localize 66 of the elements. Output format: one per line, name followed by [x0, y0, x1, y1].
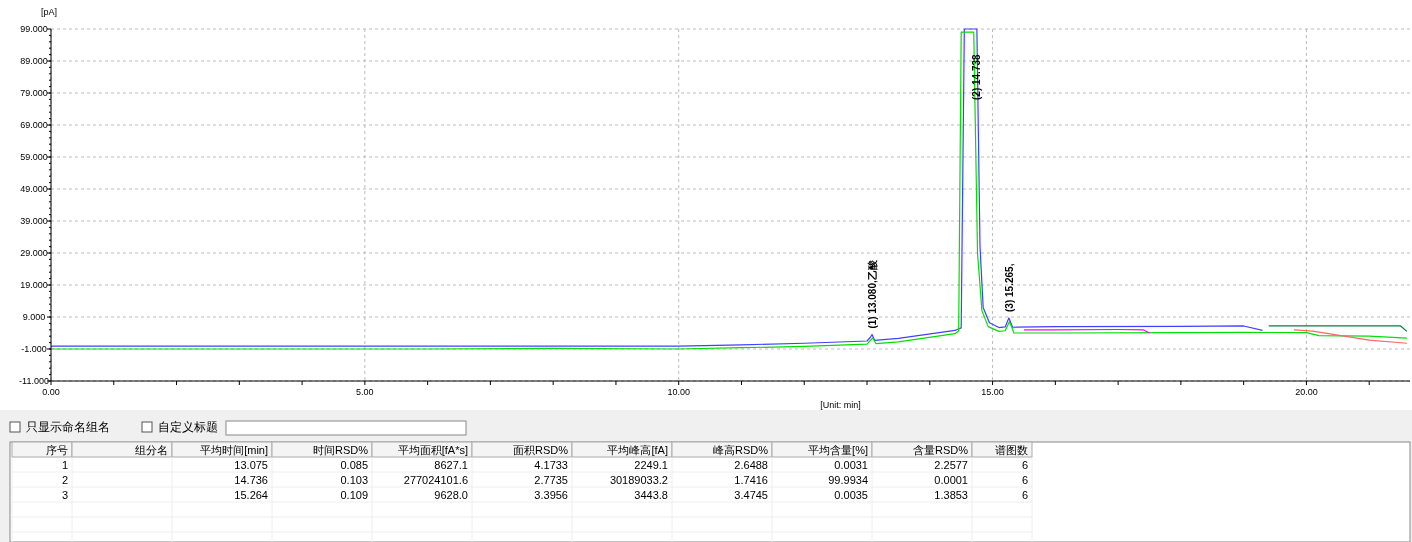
text: 14.736 — [234, 474, 268, 486]
category-label: 平均含量[%] — [808, 444, 868, 456]
text: 6 — [1021, 489, 1028, 501]
text: 0.0001 — [934, 474, 968, 486]
x-tick-label: 15.00 — [981, 387, 1004, 397]
annotation: (2) 14.738 — [971, 53, 983, 100]
y-tick-label: 69.000 — [20, 120, 48, 131]
x-tick-label: 5.00 — [356, 387, 374, 397]
text: 2.6488 — [734, 459, 768, 471]
text: 3.3956 — [534, 489, 568, 501]
text: 0.109 — [340, 489, 368, 501]
text: 1.7416 — [734, 474, 768, 486]
y-axis-title: [pA] — [41, 7, 58, 17]
text: 自定义标题 — [158, 420, 218, 434]
category-label: 平均峰高[fA] — [607, 444, 668, 456]
text: 2 — [61, 474, 68, 486]
text: 8627.1 — [434, 459, 468, 471]
category-label: 平均面积[fA*s] — [397, 444, 468, 456]
text: 2.2577 — [934, 459, 968, 471]
y-tick-label: 79.000 — [20, 88, 48, 99]
text: 99.9934 — [828, 474, 868, 486]
text: 1 — [61, 459, 68, 471]
category-label: 组分名 — [135, 444, 168, 456]
x-axis-title: [Unit: min] — [820, 400, 861, 410]
text: 15.264 — [234, 489, 268, 501]
y-tick-label: 89.000 — [20, 56, 48, 67]
y-tick-label: 9.000 — [22, 312, 46, 323]
y-tick-label: 49.000 — [20, 184, 48, 195]
category-label: 谱图数 — [995, 444, 1028, 456]
text: 0.085 — [340, 459, 368, 471]
text: 1.3853 — [934, 489, 968, 501]
y-tick-label: 59.000 — [20, 152, 48, 163]
x-tick-label: 20.00 — [1295, 387, 1318, 397]
annotation: (1) 13.080,乙酸 — [867, 259, 879, 329]
y-tick-label: 29.000 — [20, 248, 48, 259]
category-label: 平均时间[min] — [200, 444, 268, 456]
category-label: 时间RSD% — [312, 444, 369, 456]
text: 0.0031 — [834, 459, 868, 471]
y-tick-label: -1.000 — [21, 344, 47, 355]
text: 6 — [1021, 474, 1028, 486]
category-label: 峰高RSD% — [712, 444, 769, 456]
category-label: 含量RSD% — [912, 444, 969, 456]
text: 2249.1 — [634, 459, 668, 471]
text: 13.075 — [234, 459, 268, 471]
x-tick-label: 0.00 — [42, 387, 60, 397]
text: 3.4745 — [734, 489, 768, 501]
text: 只显示命名组名 — [26, 420, 110, 434]
text: 0.0035 — [834, 489, 868, 501]
text: 3443.8 — [634, 489, 668, 501]
text: 2.7735 — [534, 474, 568, 486]
line-series — [1293, 329, 1408, 344]
text: 6 — [1021, 459, 1028, 471]
x-tick-label: 10.00 — [667, 387, 690, 397]
text: 9628.0 — [434, 489, 468, 501]
y-tick-label: -11.000 — [19, 376, 49, 387]
text: 30189033.2 — [609, 474, 668, 486]
text: 3 — [61, 489, 68, 501]
text: 4.1733 — [534, 459, 568, 471]
y-tick-label: 99.000 — [20, 24, 48, 35]
text: 0.103 — [340, 474, 368, 486]
category-label: 序号 — [46, 444, 68, 456]
category-label: 面积RSD% — [512, 444, 569, 456]
text: 277024101.6 — [403, 474, 468, 486]
annotation: (3) 15.265, — [1004, 263, 1016, 312]
y-tick-label: 39.000 — [20, 216, 48, 227]
y-tick-label: 19.000 — [20, 280, 48, 291]
